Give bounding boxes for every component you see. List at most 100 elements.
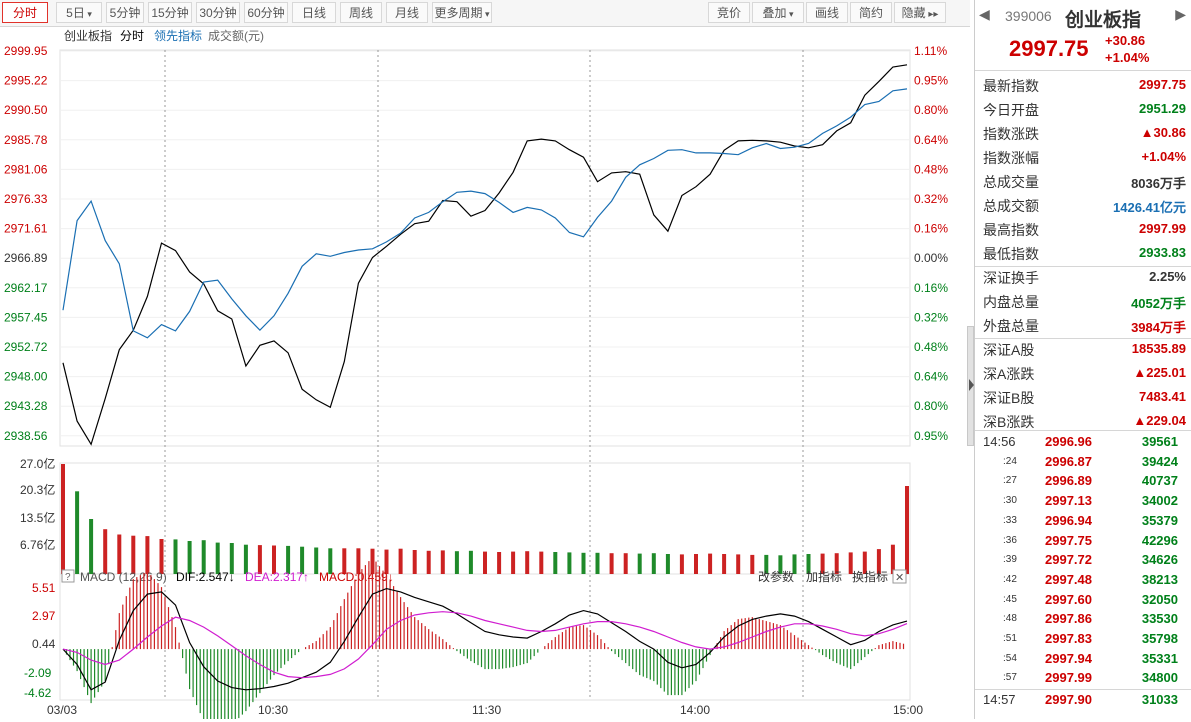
volume-bar [342, 548, 347, 574]
trade-price: 2997.75 [1045, 532, 1092, 548]
volume-bar [173, 539, 178, 574]
volume-axis-label: 20.3亿 [20, 482, 55, 497]
tool-button-1[interactable]: 叠加 ▾ [752, 2, 804, 23]
macd-axis-label: 0.44 [32, 637, 56, 651]
period-label: 30分钟 [199, 6, 237, 20]
period-label: 60分钟 [247, 6, 285, 20]
quote-field-label: 指数涨幅 [983, 150, 1039, 166]
x-axis-label: 10:30 [258, 703, 288, 717]
quote-field-label: 今日开盘 [983, 102, 1039, 118]
volume-bar [89, 519, 94, 574]
period-label: 5日 [66, 6, 85, 20]
price-axis-label: 2952.72 [4, 340, 48, 354]
volume-bar [468, 550, 473, 574]
period-button-9[interactable]: 更多周期 ▾ [432, 2, 492, 23]
volume-bar [215, 542, 220, 574]
pct-axis-label: 0.32% [914, 310, 948, 324]
price-axis-label: 2966.89 [4, 251, 48, 265]
macd-close-box[interactable] [892, 569, 907, 584]
period-button-1[interactable]: 5日 ▾ [56, 2, 102, 23]
volume-bar [609, 553, 614, 574]
volume-bar [511, 551, 516, 574]
trade-price: 2997.48 [1045, 571, 1092, 587]
tool-button-4[interactable]: 隐藏 ▸▸ [894, 2, 946, 23]
macd-action-0[interactable]: 改参数 [758, 569, 794, 584]
quote-field-label: 指数涨跌 [983, 126, 1039, 142]
quote-field-value: 2997.99 [1139, 221, 1186, 236]
macd-axis-label: -2.09 [24, 666, 52, 680]
tool-label: 叠加 [762, 6, 787, 20]
price-axis-label: 2971.61 [4, 222, 48, 236]
trade-volume: 35379 [1141, 512, 1178, 528]
quote-field-label: 最低指数 [983, 246, 1039, 262]
period-label: 周线 [348, 6, 373, 20]
tool-label: 隐藏 [901, 6, 926, 20]
trade-volume: 42296 [1141, 532, 1178, 548]
volume-bar [905, 486, 909, 574]
price-axis-label: 2938.56 [4, 429, 48, 443]
period-button-8[interactable]: 月线 [386, 2, 428, 23]
trade-time: :48 [1003, 613, 1017, 625]
volume-bar [384, 549, 389, 574]
x-axis-label: 11:30 [472, 703, 501, 717]
period-label: 日线 [301, 6, 326, 20]
panel-splitter-handle[interactable] [967, 326, 974, 446]
pct-axis-label: 0.95% [914, 429, 948, 443]
trade-price: 2997.72 [1045, 552, 1092, 568]
period-label: 分时 [12, 6, 37, 20]
expand-arrows-icon: ▸▸ [925, 9, 939, 20]
trade-time: :36 [1003, 534, 1017, 546]
help-icon-box[interactable] [61, 569, 75, 583]
trade-price: 2997.90 [1045, 692, 1092, 708]
period-button-2[interactable]: 5分钟 [106, 2, 144, 23]
trade-time: :51 [1003, 633, 1017, 644]
macd-action-1[interactable]: 加指标 [806, 569, 842, 584]
period-button-4[interactable]: 30分钟 [196, 2, 240, 23]
quote-field-label: 总成交量 [983, 174, 1039, 190]
trade-time: 14:56 [983, 434, 1016, 449]
period-label: 月线 [394, 6, 419, 20]
price-axis-label: 2962.17 [4, 281, 48, 295]
price-axis-label: 2995.22 [4, 74, 48, 88]
quote-field-value: 2.25% [1149, 269, 1186, 284]
quote-field-value: 2951.29 [1139, 101, 1186, 116]
volume-bar [792, 554, 797, 574]
volume-bar [440, 550, 445, 574]
quote-field-value: 2997.75 [1139, 77, 1186, 92]
period-button-5[interactable]: 60分钟 [244, 2, 288, 23]
macd-axis-label: -4.62 [24, 686, 52, 700]
volume-bar [595, 552, 600, 574]
stock-code: 399006 [1005, 8, 1052, 24]
quote-field-label: 深证换手 [983, 270, 1039, 286]
volume-bar [300, 546, 305, 574]
macd-axis-label: 2.97 [32, 609, 56, 623]
tool-button-2[interactable]: 画线 [806, 2, 848, 23]
volume-bar [665, 554, 670, 574]
tool-button-0[interactable]: 竞价 [708, 2, 750, 23]
volume-bar [159, 539, 164, 574]
prev-stock-arrow-icon[interactable]: ◀ [979, 6, 990, 22]
period-button-6[interactable]: 日线 [292, 2, 336, 23]
period-button-0[interactable]: 分时 [2, 2, 48, 23]
volume-bar [398, 548, 403, 574]
next-stock-arrow-icon[interactable]: ▶ [1175, 6, 1186, 22]
volume-bar [328, 548, 333, 574]
quote-field-label: 内盘总量 [983, 294, 1039, 310]
tool-button-3[interactable]: 简约 [850, 2, 892, 23]
dea-line [62, 611, 908, 679]
pct-axis-label: 0.80% [914, 103, 948, 117]
chart-canvas[interactable]: 2999.95 1.11% 2995.22 0.95% 2990.50 0.80% 2985… [0, 26, 970, 722]
legend-item: 领先指标 [154, 28, 202, 43]
volume-bar [412, 550, 417, 574]
trade-volume: 32050 [1141, 591, 1178, 607]
volume-bar [483, 551, 487, 574]
volume-bar [61, 464, 65, 574]
period-button-7[interactable]: 周线 [340, 2, 382, 23]
trade-time: :30 [1003, 495, 1017, 507]
macd-action-2[interactable]: 换指标 [852, 569, 888, 584]
pct-axis-label: 0.48% [914, 162, 948, 176]
period-button-3[interactable]: 15分钟 [148, 2, 192, 23]
macd-axis-label: 5.51 [32, 581, 56, 595]
macd-title: MACD (12,26,9) [80, 570, 167, 584]
trade-price: 2997.86 [1045, 611, 1092, 627]
